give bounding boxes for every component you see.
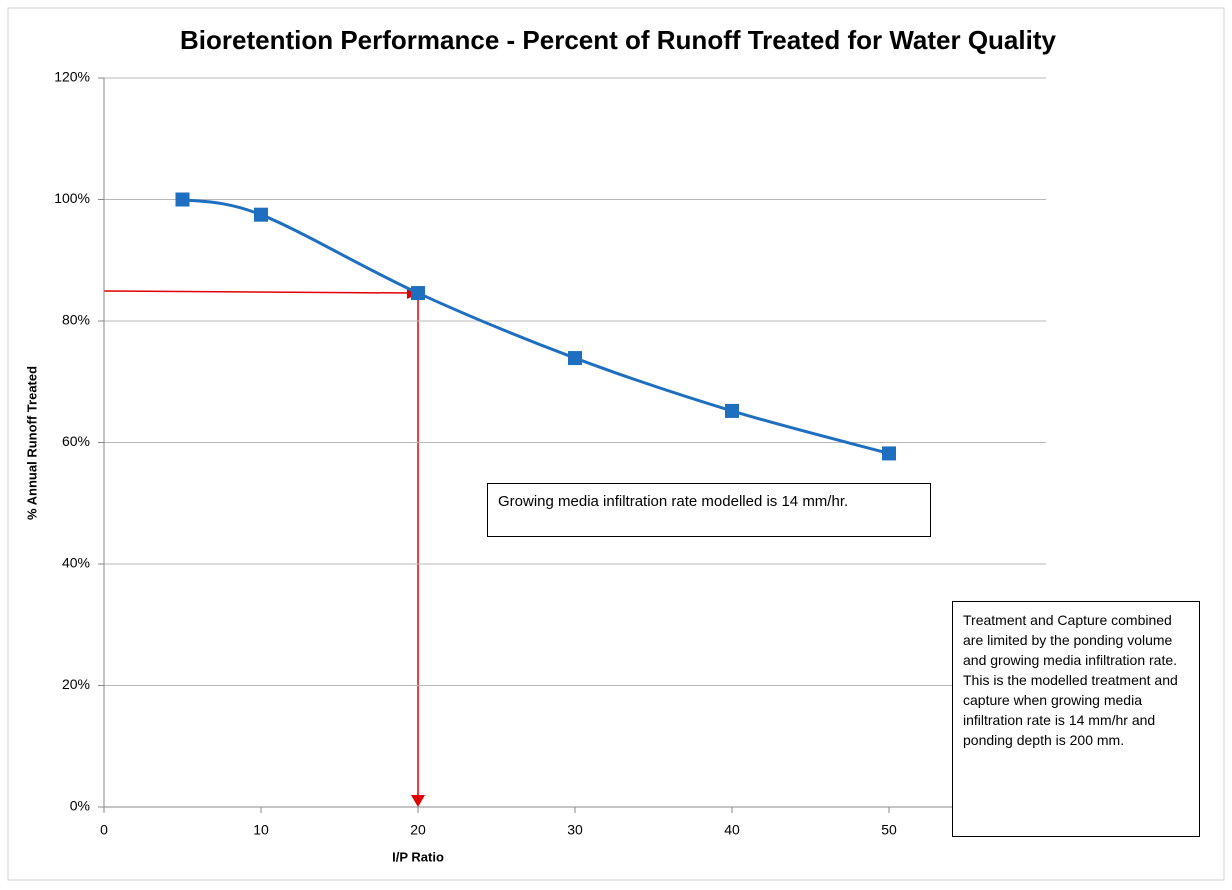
x-tick-label: 40 [724, 822, 740, 838]
data-point [882, 446, 896, 461]
y-tick-label: 40% [62, 555, 90, 571]
y-tick-label: 120% [54, 69, 90, 85]
data-point [411, 286, 425, 301]
annotation-box: Treatment and Capture combined are limit… [952, 601, 1200, 837]
x-tick-label: 30 [567, 822, 583, 838]
data-point [725, 403, 739, 418]
x-tick-label: 20 [410, 822, 426, 838]
data-point [568, 351, 582, 366]
x-tick-label: 10 [253, 822, 269, 838]
reading-arrows [103, 287, 425, 807]
x-tick-label: 0 [100, 822, 108, 838]
x-axis-label: I/P Ratio [392, 849, 444, 864]
y-tick-label: 60% [62, 433, 90, 449]
arrow-line [103, 290, 411, 294]
data-point [175, 192, 190, 207]
y-tick-label: 0% [70, 798, 90, 814]
x-tick-label: 50 [881, 822, 897, 838]
y-tick-label: 20% [62, 676, 90, 692]
y-tick-label: 100% [54, 190, 90, 206]
annotation-box: Growing media infiltration rate modelled… [487, 483, 931, 537]
chart-frame [7, 7, 1225, 881]
arrow-head [411, 795, 425, 807]
data-point [254, 207, 268, 222]
chart-title: Bioretention Performance - Percent of Ru… [180, 25, 1056, 55]
y-axis-label: % Annual Runoff Treated [24, 366, 39, 520]
y-tick-label: 80% [62, 312, 90, 328]
line-series [182, 198, 890, 455]
